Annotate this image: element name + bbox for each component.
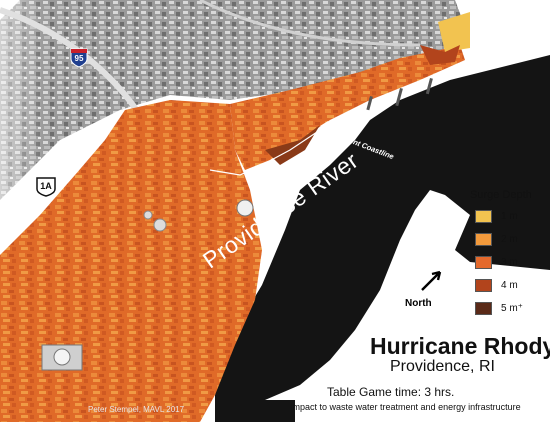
legend-item-1m: 1 m	[475, 209, 518, 223]
legend-swatch	[475, 301, 492, 315]
surge-zone-north	[230, 45, 465, 170]
river-water	[215, 55, 550, 405]
legend-item-5m: 5 m⁺	[475, 301, 523, 315]
state-route-number: 1A	[40, 181, 52, 191]
legend-label: 3 m	[501, 256, 518, 268]
legend-label: 1 m	[501, 210, 518, 222]
legend-item-2m: 2 m	[475, 232, 518, 246]
interstate-number: 95	[74, 54, 84, 63]
game-time-text: Table Game time: 3 hrs.	[327, 385, 455, 399]
surge-zone-west	[0, 100, 262, 422]
route-1a-icon: 1A	[36, 177, 56, 197]
impact-note: Impact to waste water treatment and ener…	[290, 402, 521, 412]
legend-label: 4 m	[501, 279, 518, 291]
legend-swatch	[475, 278, 492, 292]
north-label: North	[405, 298, 432, 309]
surge-zone-ne	[438, 12, 470, 52]
legend-item-4m: 4 m	[475, 278, 518, 292]
map-title: Hurricane Rhody	[370, 333, 550, 359]
legend-swatch	[475, 232, 492, 246]
legend-label: 5 m⁺	[501, 302, 523, 314]
legend-item-3m: 3 m	[475, 255, 518, 269]
coastline	[209, 71, 451, 176]
interstate-95-icon: 95	[70, 48, 88, 68]
map-subtitle: Providence, RI	[390, 358, 495, 375]
urban-area	[0, 0, 470, 200]
legend-swatch	[475, 255, 492, 269]
north-arrow	[421, 270, 442, 291]
legend-swatch	[475, 209, 492, 223]
legend-title: Surge Depth	[470, 189, 532, 201]
credit-text: Peter Stempel, MAVL 2017	[88, 405, 185, 414]
legend-label: 2 m	[501, 233, 518, 245]
